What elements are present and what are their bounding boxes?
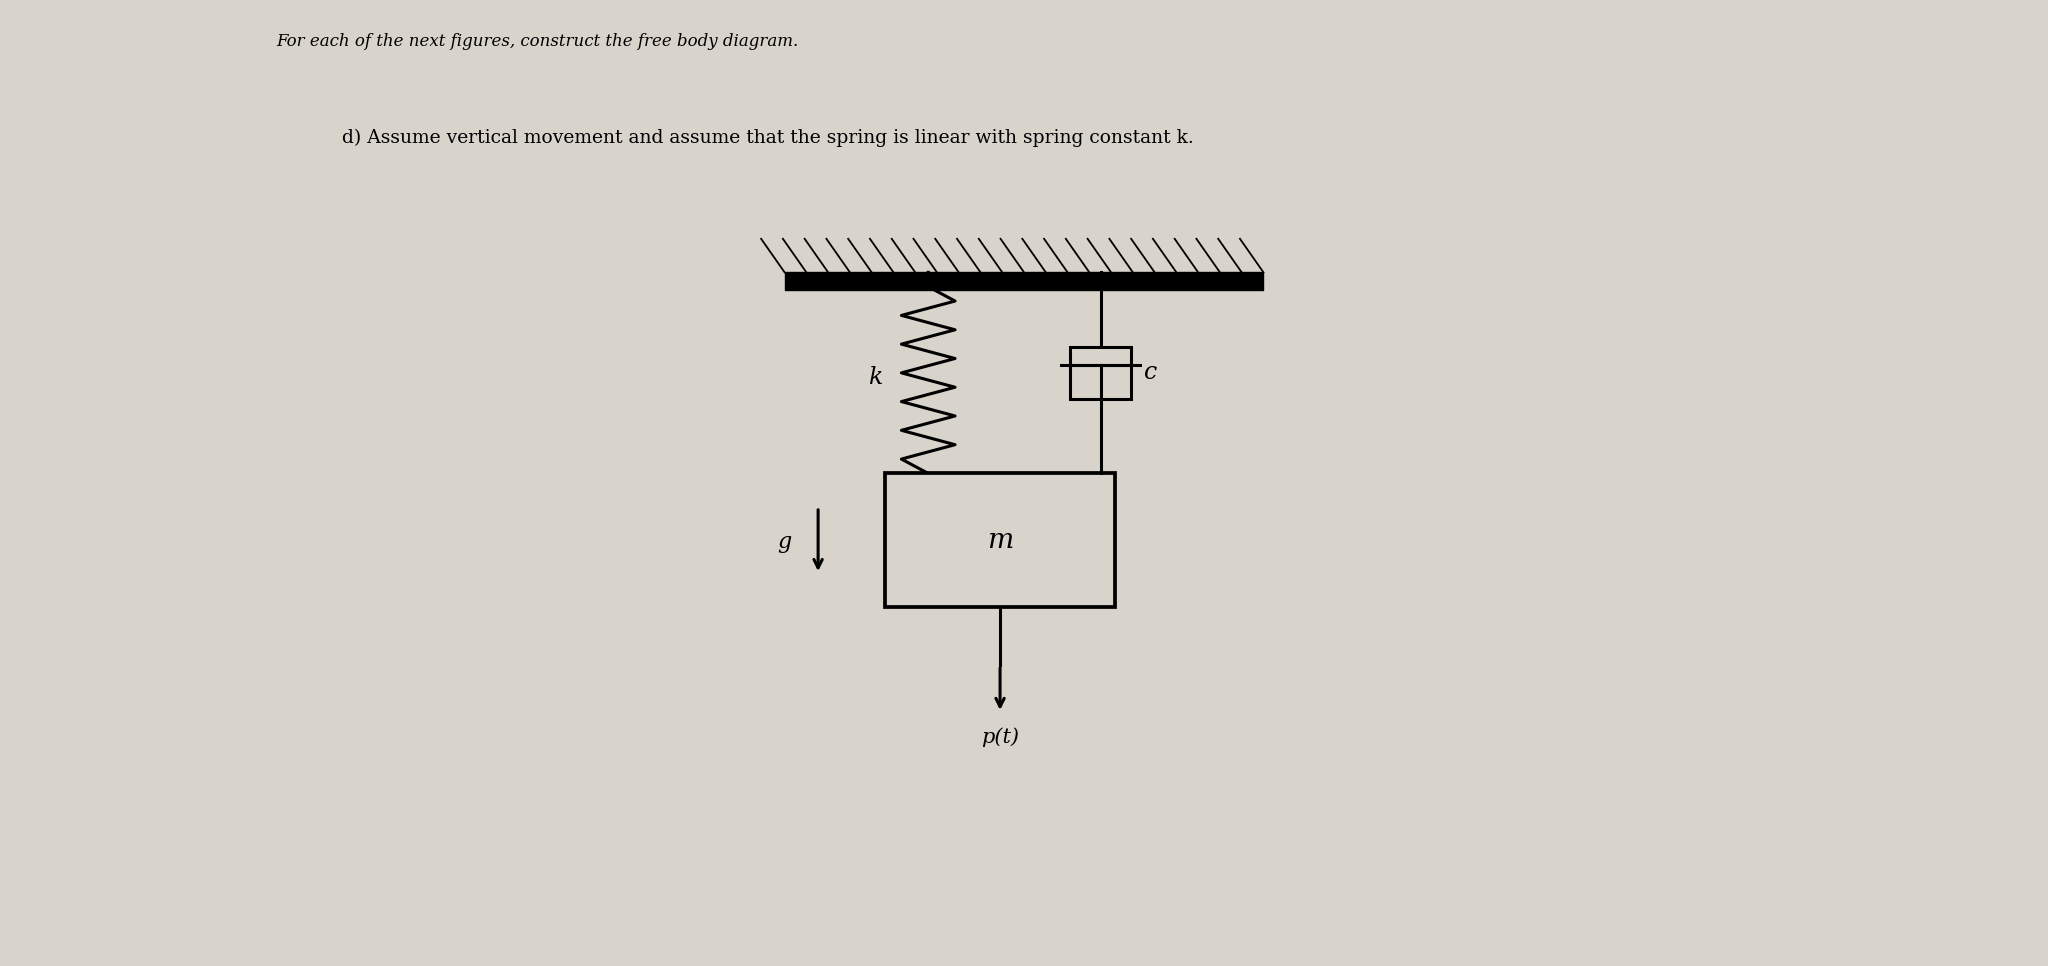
Text: k: k <box>868 366 883 389</box>
Text: d) Assume vertical movement and assume that the spring is linear with spring con: d) Assume vertical movement and assume t… <box>342 128 1194 147</box>
Text: g: g <box>778 531 793 554</box>
Text: m: m <box>987 527 1014 554</box>
Bar <box>885 473 1114 608</box>
Bar <box>1069 347 1130 399</box>
Text: p(t): p(t) <box>981 727 1020 747</box>
Text: c: c <box>1143 361 1157 384</box>
Text: For each of the next figures, construct the free body diagram.: For each of the next figures, construct … <box>276 33 799 50</box>
